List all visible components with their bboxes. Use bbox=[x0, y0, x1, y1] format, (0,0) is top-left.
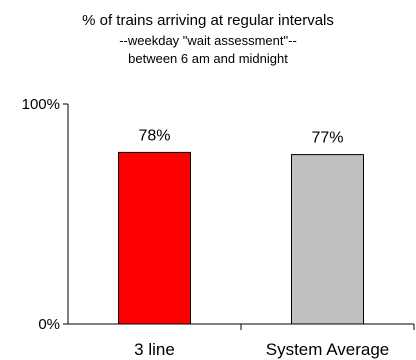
bar bbox=[291, 154, 364, 325]
chart-subtitle-line-1: --weekday "wait assessment"-- bbox=[119, 33, 297, 48]
plot-area: 0% 100% 78% 3 line 77% System Average bbox=[22, 96, 415, 359]
bar bbox=[118, 151, 191, 325]
data-label: 78% bbox=[138, 127, 170, 144]
y-tick-label: 100% bbox=[22, 96, 60, 113]
chart-subtitle-line-2: between 6 am and midnight bbox=[128, 51, 288, 66]
data-label: 77% bbox=[311, 130, 343, 147]
chart-title: % of trains arriving at regular interval… bbox=[82, 12, 334, 29]
y-tick-label: 0% bbox=[38, 316, 60, 333]
x-category-label: System Average bbox=[266, 340, 389, 359]
x-category-label: 3 line bbox=[134, 340, 175, 359]
